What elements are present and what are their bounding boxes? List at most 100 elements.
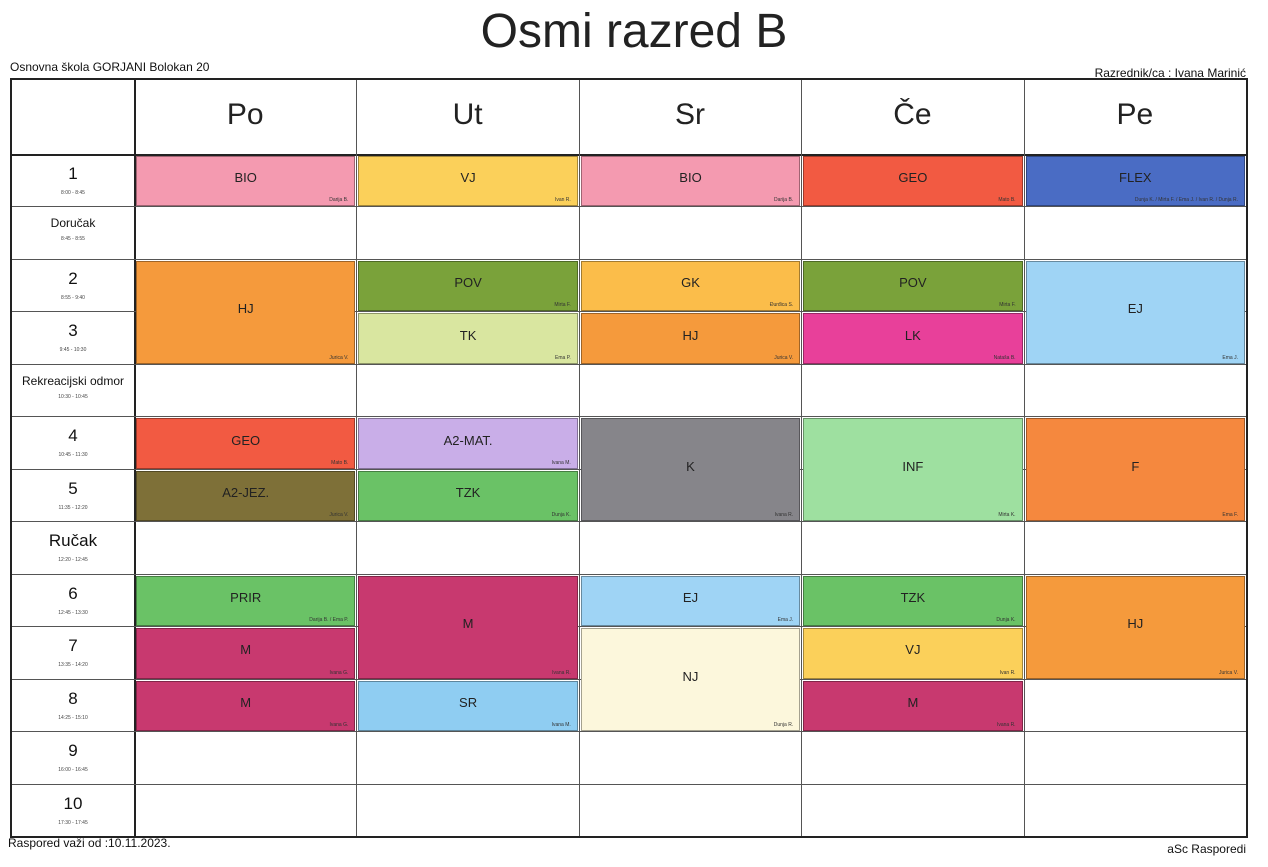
- day-header: Ut: [452, 98, 483, 131]
- period-name: 8: [68, 688, 78, 708]
- day-header: Sr: [674, 98, 705, 131]
- lesson-cell[interactable]: GEO Mato B.: [136, 418, 356, 469]
- lesson-teacher: Ema P.: [555, 354, 571, 361]
- lesson-subject: HJ: [1127, 616, 1144, 632]
- lesson-cell[interactable]: TK Ema P.: [358, 313, 578, 364]
- lesson-teacher: Ema F.: [1222, 512, 1238, 519]
- lesson-subject: POV: [454, 275, 482, 291]
- lesson-subject: VJ: [905, 642, 921, 658]
- period-label: 9 16:00 - 16:45: [12, 741, 134, 773]
- lesson-cell[interactable]: PRIR Darija B. / Ema P.: [136, 575, 356, 627]
- lesson-cell[interactable]: F Ema F.: [1025, 418, 1245, 522]
- software-credit: aSc Rasporedi: [1167, 842, 1246, 856]
- lesson-cell[interactable]: K Ivana R.: [580, 418, 801, 522]
- lesson-cell[interactable]: POV Mirta F.: [803, 260, 1023, 312]
- period-time: 17:30 - 17:45: [58, 819, 88, 826]
- period-name: 10: [63, 793, 83, 813]
- lesson-cell[interactable]: M Ivana R.: [358, 575, 578, 679]
- period-label: 7 13:35 - 14:20: [12, 636, 134, 668]
- period-time: 13:35 - 14:20: [58, 662, 88, 669]
- period-label: 3 9:45 - 10:30: [12, 321, 134, 353]
- period-name: 9: [68, 741, 78, 761]
- period-label: 6 12:45 - 13:30: [12, 584, 134, 616]
- lesson-subject: M: [462, 616, 474, 632]
- lesson-cell[interactable]: GK Đurđica S.: [580, 260, 801, 312]
- lesson-subject: GEO: [898, 170, 928, 186]
- period-time: 8:00 - 8:45: [61, 190, 85, 196]
- lesson-subject: HJ: [237, 301, 254, 317]
- lesson-teacher: Darija B. / Ema P.: [309, 617, 349, 624]
- lesson-teacher: Mirta K.: [998, 512, 1016, 519]
- period-time: 12:45 - 13:30: [58, 609, 88, 616]
- lesson-cell[interactable]: INF Mirta K.: [803, 418, 1023, 522]
- lesson-cell[interactable]: HJ Jurica V.: [580, 313, 801, 364]
- period-name: 4: [68, 426, 78, 446]
- lesson-teacher: Jurica V.: [1218, 669, 1238, 676]
- period-name: 1: [68, 164, 78, 183]
- lesson-subject: M: [240, 642, 252, 658]
- period-time: 10:45 - 11:30: [58, 452, 88, 459]
- lesson-subject: PRIR: [230, 589, 262, 605]
- lesson-cell[interactable]: BIO Darija B.: [136, 156, 356, 207]
- period-label: Ručak 12:20 - 12:45: [12, 531, 134, 563]
- lesson-teacher: Ivana G.: [329, 722, 349, 729]
- lesson-teacher: Ivana G.: [329, 669, 349, 676]
- lesson-cell[interactable]: VJ Ivan R.: [358, 156, 578, 207]
- lesson-cell[interactable]: POV Mirta F.: [358, 260, 578, 312]
- lesson-teacher: Dunja K.: [996, 617, 1016, 624]
- lesson-teacher: Mato B.: [331, 459, 349, 466]
- lesson-subject: GEO: [231, 432, 261, 448]
- lesson-cell[interactable]: TZK Dunja K.: [358, 470, 578, 522]
- lesson-subject: INF: [902, 458, 924, 474]
- lesson-cell[interactable]: GEO Mato B.: [803, 156, 1023, 207]
- period-label: 5 11:35 - 12:20: [12, 479, 134, 511]
- lesson-cell[interactable]: A2-MAT. Ivana M.: [358, 418, 578, 469]
- row-divider: [12, 258, 1246, 260]
- lesson-cell[interactable]: A2-JEZ. Jurica V.: [136, 470, 356, 522]
- lesson-teacher: Darija B.: [329, 197, 349, 204]
- day-header: Če: [893, 98, 932, 131]
- lesson-cell[interactable]: SR Ivana M.: [358, 680, 578, 732]
- period-label: 1 8:00 - 8:45: [12, 164, 134, 196]
- lesson-teacher: Đurđica S.: [769, 302, 794, 309]
- period-time: 8:55 - 9:40: [61, 294, 85, 301]
- lesson-teacher: Ivana M.: [551, 722, 571, 729]
- lesson-teacher: Ivan R.: [554, 197, 571, 204]
- lesson-cell[interactable]: FLEX Dunja K. / Mirta F. / Ema J. / Ivan …: [1025, 156, 1245, 207]
- lesson-subject: A2-JEZ.: [222, 484, 270, 500]
- lesson-cell[interactable]: HJ Jurica V.: [1025, 575, 1245, 679]
- lesson-subject: BIO: [234, 170, 257, 186]
- lesson-cell[interactable]: NJ Dunja R.: [580, 628, 801, 732]
- lesson-subject: VJ: [460, 170, 476, 186]
- row-divider: [12, 731, 1246, 733]
- lesson-teacher: Ivana M.: [551, 459, 571, 466]
- class-teacher: Razrednik/ca : Ivana Marinić: [1094, 66, 1246, 80]
- lesson-cell[interactable]: M Ivana G.: [136, 628, 356, 679]
- lesson-cell[interactable]: HJ Jurica V.: [136, 260, 356, 364]
- period-time: 10:30 - 10:45: [58, 393, 88, 400]
- lesson-teacher: Mato B.: [998, 197, 1016, 204]
- period-name: 3: [68, 321, 78, 341]
- period-label: 4 10:45 - 11:30: [12, 426, 134, 458]
- day-column-divider: [356, 80, 358, 836]
- lesson-cell[interactable]: TZK Dunja K.: [803, 575, 1023, 627]
- period-time: 16:00 - 16:45: [58, 767, 88, 774]
- lesson-subject: EJ: [1127, 301, 1143, 317]
- lesson-teacher: Mirta F.: [554, 302, 571, 309]
- lesson-cell[interactable]: EJ Ema J.: [580, 575, 801, 627]
- period-label: Rekreacijski odmor 10:30 - 10:45: [12, 374, 134, 400]
- period-label: 10 17:30 - 17:45: [12, 794, 134, 826]
- school-name: Osnovna škola GORJANI Bolokan 20: [10, 60, 210, 74]
- lesson-cell[interactable]: BIO Darija B.: [580, 156, 801, 207]
- row-divider: [12, 416, 1246, 418]
- period-label: 2 8:55 - 9:40: [12, 269, 134, 301]
- lesson-teacher: Jurica V.: [329, 354, 349, 361]
- lesson-cell[interactable]: EJ Ema J.: [1025, 260, 1245, 364]
- day-column-divider: [578, 80, 580, 836]
- lesson-cell[interactable]: M Ivana G.: [136, 680, 356, 732]
- lesson-cell[interactable]: M Ivana R.: [803, 680, 1023, 732]
- lesson-subject: EJ: [682, 589, 699, 605]
- lesson-cell[interactable]: VJ Ivan R.: [803, 628, 1023, 679]
- period-name: Rekreacijski odmor: [21, 373, 125, 388]
- lesson-cell[interactable]: LK Nataša B.: [803, 313, 1023, 364]
